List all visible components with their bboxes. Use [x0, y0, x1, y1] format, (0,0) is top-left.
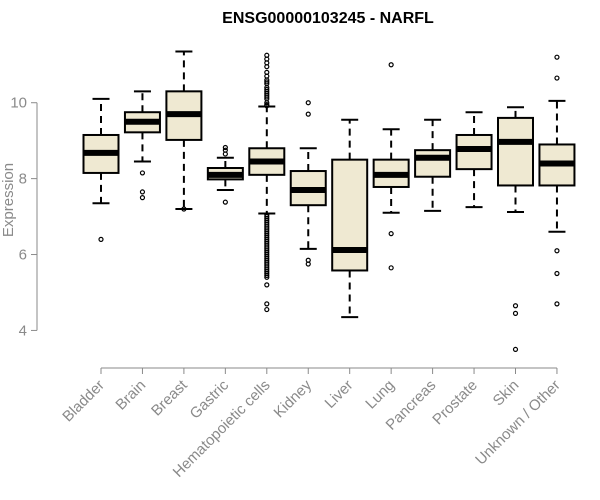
outlier-point [264, 282, 270, 288]
x-category-label: Brain [112, 377, 149, 414]
y-axis: 4 6 8 10 [10, 95, 38, 339]
outlier-point [388, 231, 394, 237]
outlier-point [554, 248, 560, 254]
outlier-point [554, 75, 560, 81]
outlier-point [139, 189, 146, 195]
outlier-point [222, 144, 228, 151]
outlier-point [98, 236, 104, 242]
y-tick-label: 6 [19, 247, 27, 264]
x-category-label: Kidney [271, 376, 316, 421]
y-axis-label: Expression [0, 163, 17, 237]
box-group-9 [455, 111, 493, 209]
outlier-point [512, 303, 519, 309]
y-tick-label: 8 [19, 171, 27, 188]
outlier-point [554, 54, 560, 60]
outlier-point [139, 195, 146, 201]
outlier-point [388, 265, 394, 271]
box-group-4 [248, 52, 286, 313]
outlier-point [181, 206, 187, 212]
outlier-point [554, 301, 560, 307]
box-group-10 [497, 106, 534, 353]
box-group-0 [82, 97, 120, 242]
x-category-label: Bladder [59, 377, 108, 426]
outlier-point [264, 64, 270, 70]
outlier-point [264, 100, 270, 106]
outlier-point [264, 103, 270, 109]
box-group-1 [123, 90, 161, 201]
outlier-point [264, 79, 270, 85]
outlier-point [305, 111, 311, 117]
boxes-layer [82, 50, 576, 353]
box-group-7 [372, 62, 410, 271]
outlier-point [512, 310, 519, 316]
box-group-11 [538, 54, 576, 307]
box-iqr [497, 116, 534, 187]
y-tick-label: 4 [19, 322, 27, 339]
outlier-point [264, 94, 270, 100]
box-iqr [414, 149, 452, 178]
outlier-point [305, 261, 311, 267]
chart-title: ENSG00000103245 - NARFL [222, 10, 434, 27]
box-group-6 [331, 118, 369, 319]
x-category-label: Breast [148, 376, 191, 419]
outlier-point [388, 62, 394, 68]
box-iqr [455, 133, 493, 171]
outlier-point [222, 147, 228, 153]
outlier-point [264, 272, 270, 279]
x-category-label: Lung [362, 377, 398, 413]
outlier-point [222, 199, 228, 205]
outlier-point [305, 100, 311, 106]
box-iqr [331, 158, 369, 272]
outlier-point [139, 170, 146, 176]
x-category-label: Prostate [429, 377, 481, 429]
outlier-point [264, 274, 270, 280]
y-tick-label: 10 [10, 95, 27, 112]
box-group-2 [165, 50, 203, 212]
outlier-point [264, 301, 270, 307]
box-group-5 [289, 100, 327, 267]
x-category-label: Liver [322, 377, 357, 412]
outlier-point [264, 306, 270, 313]
outlier-point [512, 346, 519, 353]
outlier-point [554, 270, 560, 277]
box-group-3 [206, 144, 244, 205]
x-category-label: Skin [490, 377, 523, 410]
box-group-8 [414, 118, 452, 212]
